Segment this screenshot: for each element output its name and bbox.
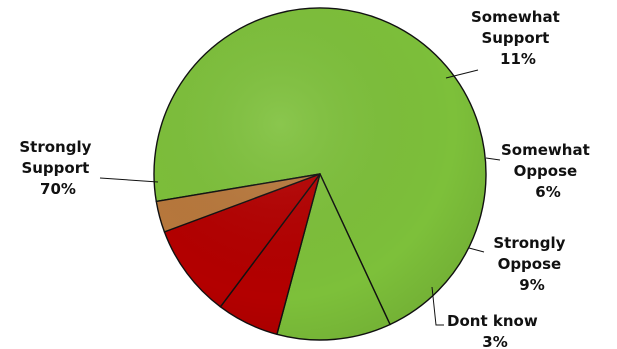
- leader-line-dont-know: [431, 286, 444, 326]
- label-strongly-oppose: Strongly Oppose 9%: [493, 234, 570, 294]
- pie-slices: [153, 7, 487, 341]
- leader-lines: [99, 69, 501, 326]
- label-dont-know: Dont know 3%: [447, 312, 543, 349]
- leader-line-strongly-oppose: [468, 247, 485, 253]
- slice-labels: Strongly Support 70% Somewhat Support 11…: [19, 8, 595, 349]
- leader-line-somewhat-support: [445, 69, 479, 79]
- label-somewhat-support: Somewhat Support 11%: [471, 8, 565, 68]
- label-strongly-support: Strongly Support 70%: [19, 138, 96, 198]
- leader-line-somewhat-oppose: [485, 157, 501, 161]
- label-somewhat-oppose: Somewhat Oppose 6%: [501, 141, 595, 201]
- leader-line-strongly-support: [99, 177, 159, 183]
